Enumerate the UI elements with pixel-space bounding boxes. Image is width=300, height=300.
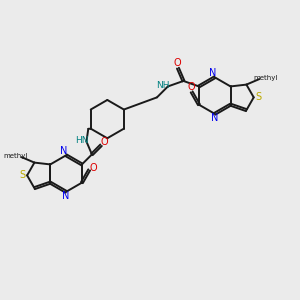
Text: S: S xyxy=(255,92,261,102)
Text: methyl: methyl xyxy=(254,75,278,81)
Text: methyl: methyl xyxy=(3,153,27,159)
Text: N: N xyxy=(211,112,218,123)
Text: S: S xyxy=(20,170,26,180)
Text: O: O xyxy=(173,58,181,68)
Text: N: N xyxy=(62,190,70,201)
Text: N: N xyxy=(60,146,68,157)
Text: N: N xyxy=(209,68,216,79)
Text: O: O xyxy=(188,82,195,92)
Text: NH: NH xyxy=(156,81,170,90)
Text: O: O xyxy=(90,163,98,173)
Text: HN: HN xyxy=(75,136,88,145)
Text: O: O xyxy=(101,137,108,147)
